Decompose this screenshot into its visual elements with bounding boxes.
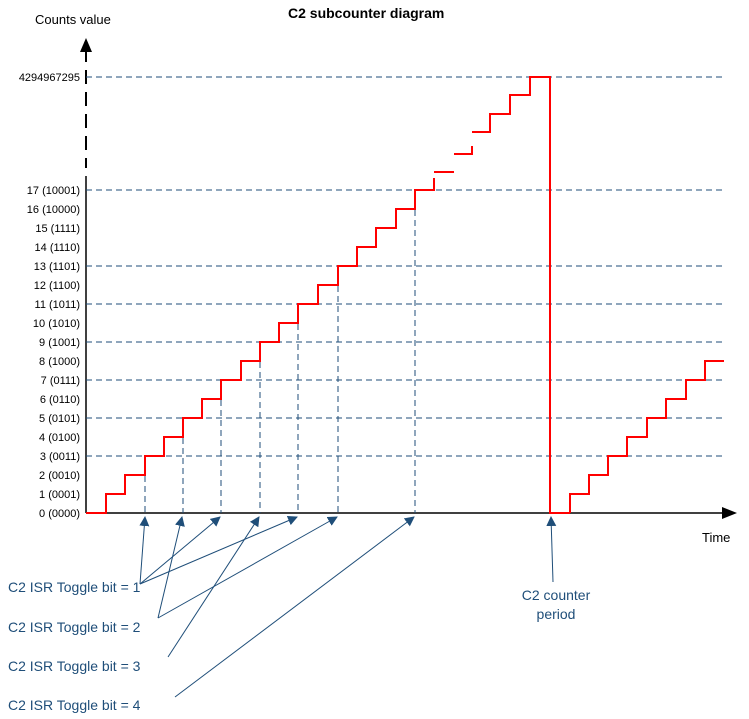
y-tick-label: 5 (0101) [39, 413, 80, 425]
arrow-toggle-1 [139, 515, 298, 585]
y-tick-label: 1 (0001) [39, 489, 80, 501]
counter-trace [86, 76, 724, 514]
counter-steps-top [472, 76, 570, 514]
y-tick-labels: 0 (0000) 1 (0001) 2 (0010) 3 (0011) 4 (0100)… [27, 185, 80, 520]
y-tick-label: 7 (0111) [41, 375, 80, 387]
horizontal-guides [86, 76, 724, 457]
counter-steps-second-period [569, 360, 724, 513]
arrow-toggle-1 [139, 516, 221, 585]
annotation-arrows [139, 515, 557, 698]
counter-steps-first-period [86, 178, 435, 514]
diagram-title: C2 subcounter diagram [288, 5, 444, 21]
y-tick-label: 10 (1010) [33, 318, 80, 330]
y-tick-label: 8 (1000) [39, 356, 80, 368]
y-tick-label: 15 (1111) [35, 223, 80, 235]
vertical-guides [144, 190, 416, 513]
y-tick-label: 14 (1110) [35, 242, 80, 254]
toggle-bit-1-label: C2 ISR Toggle bit = 1 [8, 579, 141, 595]
arrow-toggle-4 [174, 516, 415, 698]
y-tick-label: 3 (0011) [40, 451, 80, 463]
counter-period-label-line2: period [537, 606, 576, 622]
y-tick-label: 16 (10000) [27, 204, 80, 216]
arrow-toggle-3 [167, 516, 260, 658]
y-tick-label: 4 (0100) [39, 432, 80, 444]
y-tick-label: 12 (1100) [34, 280, 80, 292]
y-tick-label: 17 (10001) [27, 185, 80, 197]
x-axis [86, 507, 737, 519]
y-axis [80, 38, 92, 513]
counter-fragment [454, 146, 473, 155]
y-axis-label: Counts value [35, 12, 111, 27]
toggle-bit-2-label: C2 ISR Toggle bit = 2 [8, 619, 141, 635]
x-axis-label: Time [702, 530, 730, 545]
y-tick-label: 11 (1011) [35, 299, 80, 311]
y-tick-label: 2 (0010) [39, 470, 80, 482]
toggle-bit-4-label: C2 ISR Toggle bit = 4 [8, 697, 141, 713]
y-tick-max: 4294967295 [19, 72, 80, 84]
y-tick-label: 6 (0110) [40, 394, 80, 406]
arrow-counter-period [546, 516, 557, 583]
arrow-toggle-2 [157, 516, 185, 619]
arrow-toggle-1 [139, 516, 150, 585]
arrow-toggle-2 [157, 516, 338, 619]
y-tick-label: 9 (1001) [39, 337, 80, 349]
y-tick-label: 13 (1101) [34, 261, 80, 273]
y-tick-label: 0 (0000) [39, 508, 80, 520]
toggle-bit-3-label: C2 ISR Toggle bit = 3 [8, 658, 141, 674]
counter-period-label: C2 counter [522, 587, 591, 603]
